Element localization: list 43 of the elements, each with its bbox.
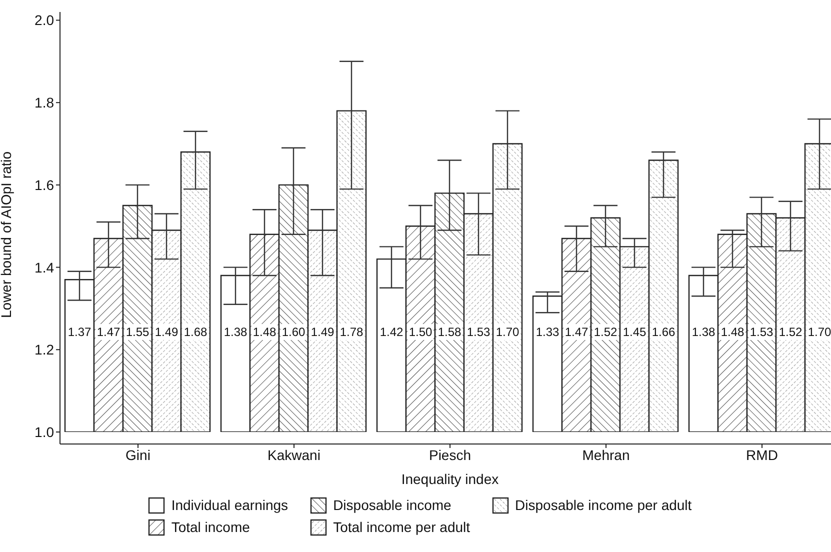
data-label: 1.42 — [380, 325, 404, 340]
data-label: 1.70 — [808, 325, 831, 340]
data-label: 1.48 — [252, 325, 276, 340]
legend-label: Total income per adult — [333, 519, 470, 535]
data-label: 1.55 — [126, 325, 150, 340]
data-label: 1.48 — [720, 325, 744, 340]
data-label: 1.66 — [652, 325, 676, 340]
legend-label: Individual earnings — [171, 497, 288, 513]
data-label: 1.38 — [692, 325, 716, 340]
data-label: 1.53 — [466, 325, 490, 340]
y-tick-label: 1.0 — [34, 424, 54, 440]
data-label: 1.49 — [310, 325, 334, 340]
data-label: 1.68 — [184, 325, 208, 340]
y-tick-label: 2.0 — [34, 12, 54, 28]
data-label: 1.38 — [224, 325, 248, 340]
data-label: 1.78 — [340, 325, 364, 340]
x-tick-label: Gini — [126, 446, 150, 463]
y-tick-label: 1.2 — [34, 342, 54, 358]
data-label: 1.52 — [594, 325, 618, 340]
x-tick-label: RMD — [746, 446, 778, 463]
legend-label: Disposable income — [333, 497, 452, 513]
legend-label: Disposable income per adult — [515, 497, 692, 513]
data-label: 1.37 — [68, 325, 92, 340]
data-label: 1.49 — [154, 325, 178, 340]
data-label: 1.50 — [408, 325, 432, 340]
data-label: 1.70 — [496, 325, 520, 340]
legend-label: Total income — [171, 519, 250, 535]
x-tick-label: Piesch — [428, 446, 472, 463]
data-label: 1.58 — [438, 325, 462, 340]
data-label: 1.47 — [96, 325, 120, 340]
x-tick-label: Kakwani — [268, 446, 320, 463]
y-axis-title: Lower bound of AIOpI ratio — [0, 151, 14, 318]
data-label: 1.60 — [282, 325, 306, 340]
data-label: 1.53 — [750, 325, 774, 340]
x-axis-title: Inequality index — [401, 471, 499, 487]
y-tick-label: 1.6 — [34, 176, 54, 193]
data-label: 1.45 — [622, 325, 646, 340]
data-label: 1.47 — [564, 325, 588, 340]
data-label: 1.33 — [536, 325, 560, 340]
y-tick-label: 1.8 — [34, 94, 54, 111]
data-label: 1.52 — [778, 325, 802, 340]
x-tick-label: Mehran — [582, 446, 630, 463]
y-tick-label: 1.4 — [34, 259, 54, 276]
